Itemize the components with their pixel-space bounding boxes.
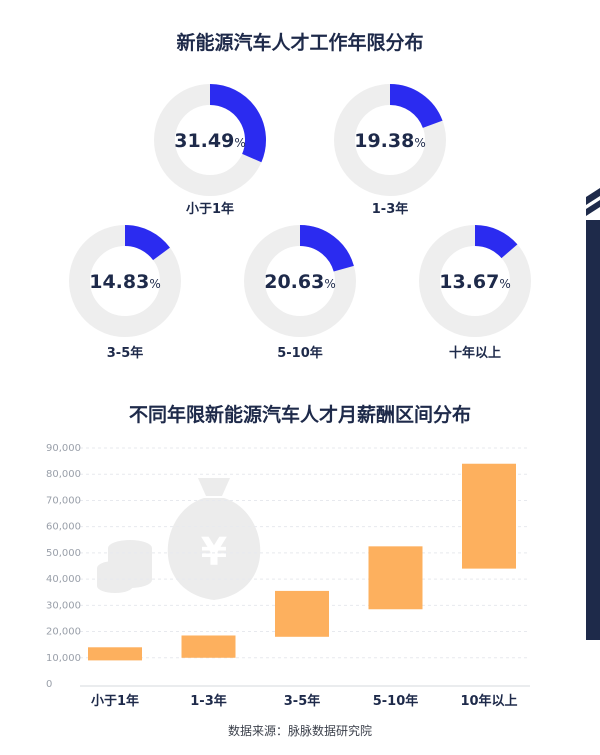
donut-label: 5-10年 [277, 345, 323, 361]
donut-label: 1-3年 [372, 201, 409, 217]
donut-slice [209, 84, 266, 163]
y-tick-label: 50,000 [46, 548, 81, 559]
donut-chart: 19.38% 1-3年 [334, 84, 446, 217]
donut-label: 小于1年 [186, 201, 234, 217]
donut-chart: 20.63% 5-10年 [244, 225, 356, 361]
donut-slice [299, 225, 354, 273]
donut-value: 31.49% [174, 130, 246, 152]
y-tick-label: 70,000 [46, 495, 81, 506]
x-tick-label: 小于1年 [91, 693, 139, 709]
donut-slice [474, 225, 518, 259]
donut-value: 19.38% [354, 130, 426, 152]
salary-range-bar [88, 647, 142, 661]
y-tick-label: 60,000 [46, 522, 81, 533]
coin-stack-icon [97, 540, 152, 593]
bar-section-title: 不同年限新能源汽车人才月薪酬区间分布 [128, 404, 471, 426]
donut-chart: 13.67% 十年以上 [419, 225, 531, 361]
y-tick-label: 0 [46, 679, 52, 690]
salary-range-bar [181, 635, 236, 658]
x-tick-label: 3-5年 [284, 693, 321, 709]
y-tick-label: 80,000 [46, 469, 81, 480]
donut-value: 20.63% [264, 271, 336, 293]
data-source-note: 数据来源：脉脉数据研究院 [227, 724, 372, 738]
y-tick-label: 40,000 [46, 574, 81, 585]
x-tick-label: 10年以上 [460, 693, 517, 709]
salary-range-bar [462, 463, 516, 569]
donut-value: 13.67% [439, 271, 511, 293]
x-tick-label: 1-3年 [190, 693, 227, 709]
donut-chart: 31.49% 小于1年 [154, 84, 266, 217]
donut-label: 十年以上 [449, 345, 501, 361]
y-tick-label: 30,000 [46, 600, 81, 611]
donut-slice [124, 225, 170, 261]
y-tick-label: 90,000 [46, 443, 81, 454]
stripe-decoration-icon [586, 188, 600, 640]
donut-value: 14.83% [89, 271, 161, 293]
svg-text:¥: ¥ [201, 530, 227, 574]
x-tick-label: 5-10年 [373, 693, 419, 709]
salary-range-bar [368, 546, 423, 610]
donut-label: 3-5年 [107, 345, 144, 361]
donut-section-title: 新能源汽车人才工作年限分布 [176, 32, 424, 54]
donut-chart: 14.83% 3-5年 [69, 225, 181, 361]
donut-slice [389, 84, 443, 129]
money-bag-icon: ¥ [167, 478, 261, 600]
salary-range-bar [275, 590, 329, 637]
y-tick-label: 20,000 [46, 627, 81, 638]
y-tick-label: 10,000 [46, 653, 81, 664]
